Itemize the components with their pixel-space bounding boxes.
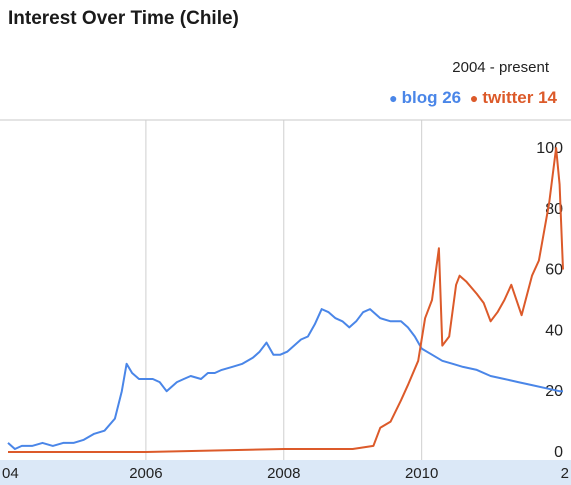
legend-dot-twitter-icon: ● <box>469 90 479 106</box>
legend-dot-blog-icon: ● <box>389 90 398 106</box>
y-tick-label-20: 20 <box>545 383 563 400</box>
legend-value-blog: 26 <box>442 88 462 107</box>
time-range-label: 2004 - present <box>452 59 549 76</box>
chart-legend: ● blog 26 ● twitter 14 <box>385 88 557 108</box>
series-line-blog <box>7 308 563 450</box>
y-tick-label-100: 100 <box>536 140 563 157</box>
y-tick-label-0: 0 <box>554 444 563 461</box>
x-tick-label-04: 04 <box>2 465 19 482</box>
x-tick-label-2008: 2008 <box>267 465 300 482</box>
y-tick-label-40: 40 <box>545 322 563 339</box>
y-tick-label-60: 60 <box>545 262 563 279</box>
series-line-twitter <box>8 147 564 453</box>
x-tick-label-2: 2 <box>561 465 569 482</box>
legend-item-twitter[interactable]: ● twitter 14 <box>470 88 557 107</box>
legend-item-blog[interactable]: ● blog 26 <box>389 88 461 107</box>
x-tick-label-2006: 2006 <box>129 465 162 482</box>
legend-label-blog: blog <box>401 88 438 107</box>
chart-title: Interest Over Time (Chile) <box>8 8 239 29</box>
legend-value-twitter: 14 <box>538 88 557 107</box>
x-tick-label-2010: 2010 <box>405 465 438 482</box>
legend-label-twitter: twitter <box>482 88 534 107</box>
x-axis-band <box>0 460 571 485</box>
